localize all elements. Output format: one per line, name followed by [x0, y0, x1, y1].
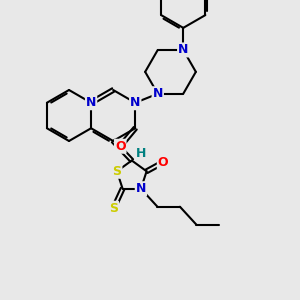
Text: H: H — [136, 147, 147, 161]
Text: N: N — [86, 96, 96, 109]
Text: N: N — [178, 44, 188, 56]
Text: O: O — [158, 156, 168, 169]
Text: N: N — [136, 182, 146, 195]
Text: S: S — [112, 165, 122, 178]
Text: S: S — [109, 202, 118, 215]
Text: N: N — [130, 96, 140, 109]
Text: O: O — [115, 140, 126, 153]
Text: N: N — [153, 87, 163, 100]
